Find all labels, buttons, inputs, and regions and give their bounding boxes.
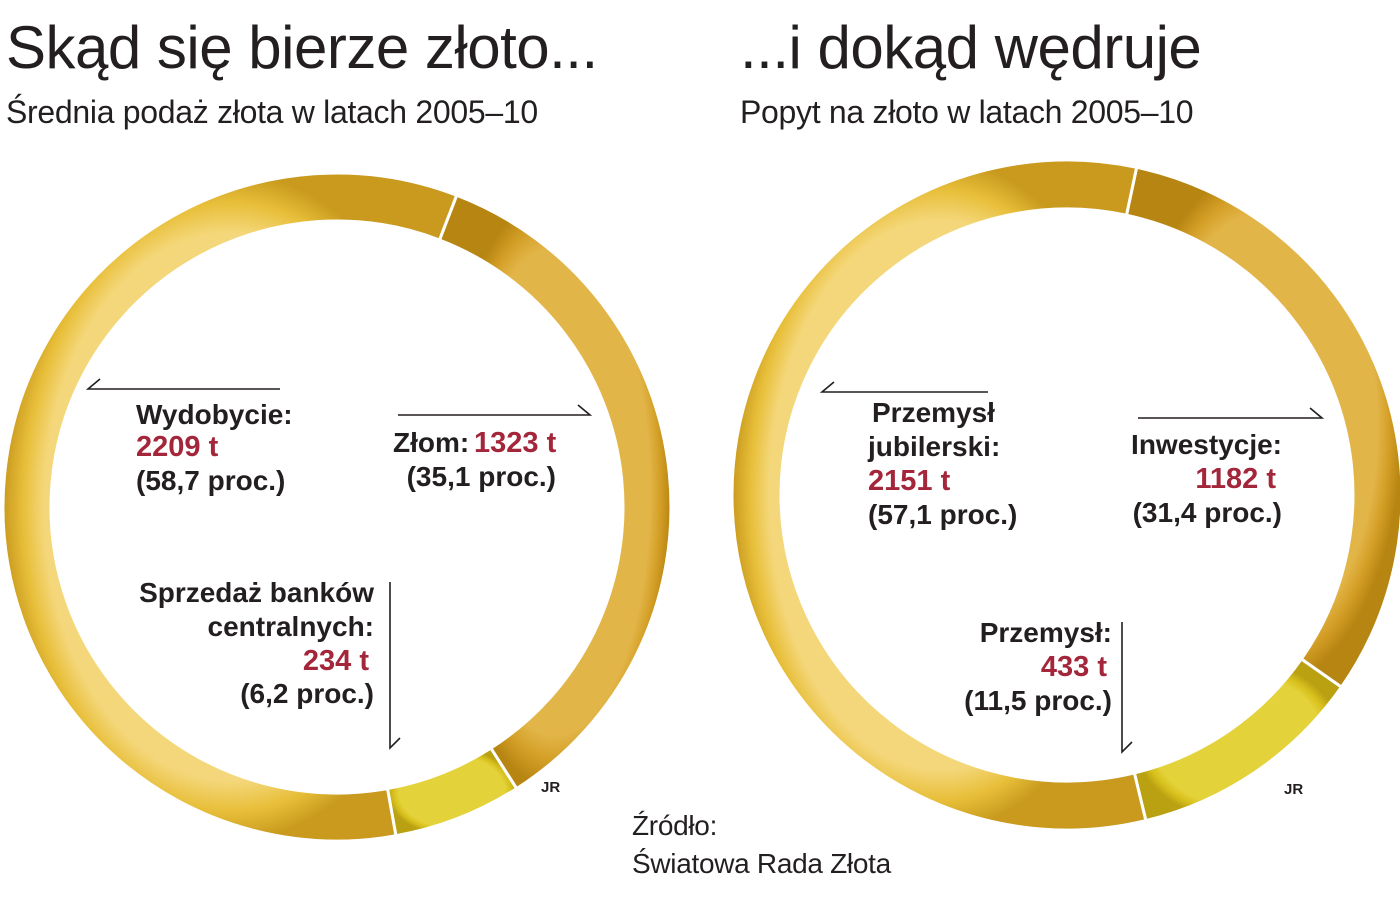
slice-value-jewelry: 2151 t — [868, 465, 951, 497]
demand-donut-slice-1 — [730, 158, 1148, 832]
slice-value-industry: 433 t — [1041, 651, 1107, 683]
left-leader-lines — [85, 378, 593, 750]
left-donut-chart — [1, 171, 673, 843]
label-investment: Inwestycje: 1182 t (31,4 proc.) — [1131, 429, 1282, 528]
supply-donut-slice-1 — [1, 171, 459, 843]
demand-donut-slice-2 — [1124, 165, 1400, 690]
slice-label-industry: Przemysł: — [980, 617, 1112, 648]
slice-percent-scrap: (35,1 proc.) — [407, 461, 556, 492]
slice-label-investment: Inwestycje: — [1131, 429, 1282, 460]
right-chart-title: ...i dokąd wędruje — [740, 14, 1202, 81]
left-chart-subtitle: Średnia podaż złota w latach 2005–10 — [6, 94, 538, 130]
slice-label-scrap: Złom: — [393, 427, 469, 458]
slice-percent-industry: (11,5 proc.) — [964, 685, 1112, 716]
source-name: Światowa Rada Złota — [632, 848, 891, 879]
slice-label-banks-line1: Sprzedaż banków — [139, 577, 374, 608]
slice-label-banks-line2: centralnych: — [208, 611, 375, 642]
slice-label-jewelry-line2: jubilerski: — [867, 431, 1000, 462]
slice-value-investment: 1182 t — [1195, 463, 1276, 495]
slice-label-mining: Wydobycie: — [136, 399, 293, 430]
leader-line-jewelry — [819, 381, 988, 393]
slice-label-jewelry-line1: Przemysł — [872, 397, 995, 428]
slice-value-mining: 2209 t — [136, 431, 219, 463]
right-donut-chart — [730, 158, 1400, 832]
leader-line-banks — [389, 582, 401, 750]
label-banks: Sprzedaż banków centralnych: 234 t (6,2 … — [139, 577, 374, 709]
left-chart-title: Skąd się bierze złoto... — [6, 14, 598, 81]
slice-value-scrap: 1323 t — [474, 427, 557, 459]
slice-percent-jewelry: (57,1 proc.) — [868, 499, 1017, 530]
source-label: Źródło: — [632, 810, 718, 841]
slice-percent-mining: (58,7 proc.) — [136, 465, 285, 496]
slice-percent-banks: (6,2 proc.) — [240, 678, 374, 709]
leader-line-mining — [85, 378, 280, 390]
right-chart-subtitle: Popyt na złoto w latach 2005–10 — [740, 94, 1194, 130]
slice-value-banks: 234 t — [303, 645, 369, 677]
supply-donut-slice-3 — [385, 746, 519, 838]
label-mining: Wydobycie: 2209 t (58,7 proc.) — [136, 399, 293, 496]
leader-line-scrap — [398, 404, 593, 416]
left-chart-credit: JR — [541, 779, 560, 796]
label-industry: Przemysł: 433 t (11,5 proc.) — [964, 617, 1112, 716]
slice-percent-investment: (31,4 proc.) — [1133, 497, 1282, 528]
label-scrap: Złom: 1323 t (35,1 proc.) — [393, 427, 557, 492]
demand-donut-slice-3 — [1132, 656, 1344, 823]
right-leader-lines — [819, 381, 1325, 754]
leader-line-investment — [1138, 407, 1325, 419]
right-chart-credit: JR — [1284, 781, 1303, 798]
label-jewelry: Przemysł jubilerski: 2151 t (57,1 proc.) — [867, 397, 1017, 530]
leader-line-industry — [1121, 622, 1133, 754]
